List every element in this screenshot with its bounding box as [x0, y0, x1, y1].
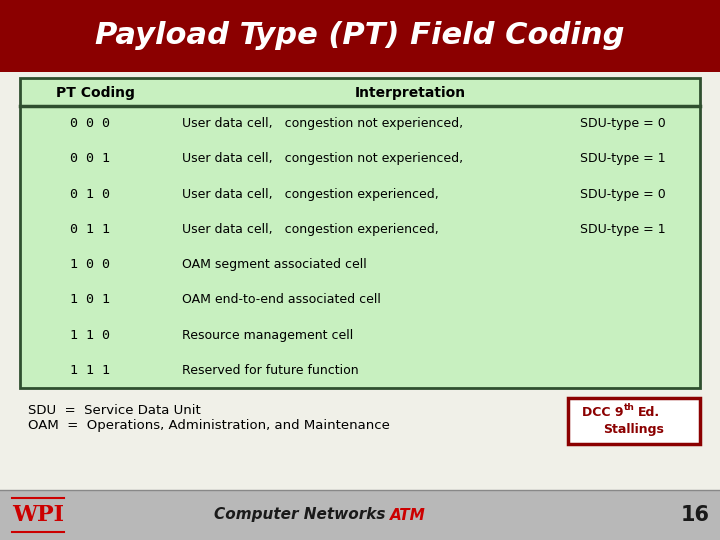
- Text: OAM  =  Operations, Administration, and Maintenance: OAM = Operations, Administration, and Ma…: [28, 420, 390, 433]
- Text: Interpretation: Interpretation: [354, 86, 466, 100]
- Bar: [0, 0, 720, 72]
- Text: Ed.: Ed.: [638, 406, 660, 419]
- Text: User data cell,   congestion not experienced,: User data cell, congestion not experienc…: [182, 117, 463, 130]
- Text: Resource management cell: Resource management cell: [182, 329, 354, 342]
- Text: 0 0 1: 0 0 1: [70, 152, 110, 165]
- Text: Reserved for future function: Reserved for future function: [182, 364, 359, 377]
- Bar: [568, 398, 700, 444]
- Text: Payload Type (PT) Field Coding: Payload Type (PT) Field Coding: [95, 22, 625, 51]
- Text: Stallings: Stallings: [603, 423, 665, 436]
- Text: 0 1 0: 0 1 0: [70, 187, 110, 201]
- Text: WPI: WPI: [12, 504, 64, 526]
- Text: User data cell,   congestion experienced,: User data cell, congestion experienced,: [182, 223, 438, 236]
- Text: User data cell,   congestion not experienced,: User data cell, congestion not experienc…: [182, 152, 463, 165]
- Text: OAM segment associated cell: OAM segment associated cell: [182, 258, 366, 271]
- Text: 1 1 1: 1 1 1: [70, 364, 110, 377]
- Text: 1 0 1: 1 0 1: [70, 293, 110, 306]
- Text: PT Coding: PT Coding: [55, 86, 135, 100]
- Bar: [0, 490, 720, 540]
- Text: SDU-type = 1: SDU-type = 1: [580, 152, 665, 165]
- Text: SDU-type = 1: SDU-type = 1: [580, 223, 665, 236]
- Text: 16: 16: [680, 505, 709, 525]
- Text: SDU-type = 0: SDU-type = 0: [580, 187, 666, 201]
- Text: OAM end-to-end associated cell: OAM end-to-end associated cell: [182, 293, 381, 306]
- Bar: [20, 78, 700, 388]
- Text: 1 0 0: 1 0 0: [70, 258, 110, 271]
- Text: 0 1 1: 0 1 1: [70, 223, 110, 236]
- Text: User data cell,   congestion experienced,: User data cell, congestion experienced,: [182, 187, 438, 201]
- Text: 1 1 0: 1 1 0: [70, 329, 110, 342]
- Text: 0 0 0: 0 0 0: [70, 117, 110, 130]
- Text: SDU  =  Service Data Unit: SDU = Service Data Unit: [28, 403, 201, 416]
- Text: DCC 9: DCC 9: [582, 406, 624, 419]
- Text: SDU-type = 0: SDU-type = 0: [580, 117, 666, 130]
- Text: th: th: [624, 403, 635, 413]
- Text: Computer Networks: Computer Networks: [215, 508, 386, 523]
- Text: ATM: ATM: [390, 508, 426, 523]
